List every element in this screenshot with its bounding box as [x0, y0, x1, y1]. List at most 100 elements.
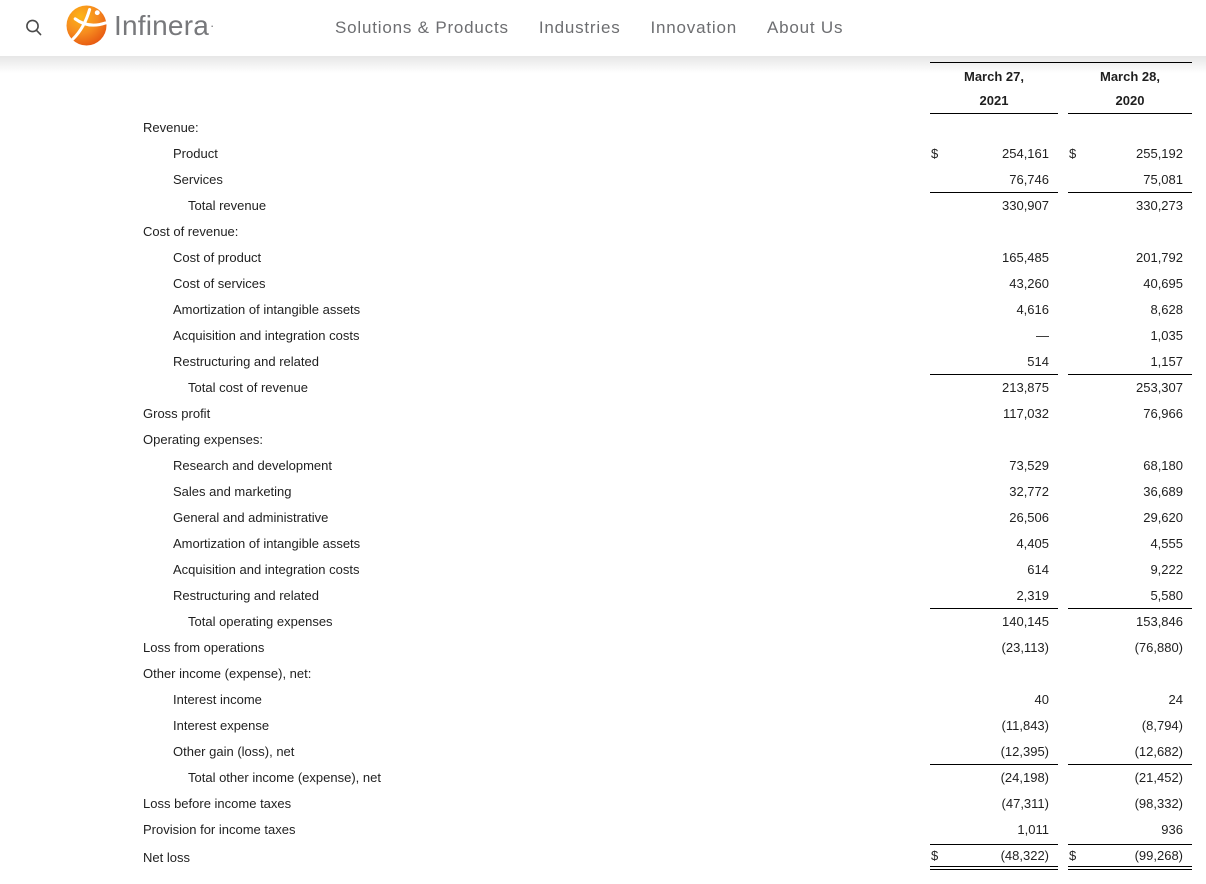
value-2021: 330,907 [1002, 198, 1049, 213]
value-cell-2020 [1068, 660, 1192, 686]
value-2021: 614 [1027, 561, 1049, 577]
value-2021: 514 [1027, 353, 1049, 369]
value-2021: (12,395) [1000, 743, 1049, 759]
infinera-logo[interactable]: Infinera · [66, 5, 214, 46]
row-label: Loss before income taxes [143, 795, 292, 811]
row-label: Total operating expenses [188, 613, 333, 629]
value-cell-2021: 73,529 [930, 452, 1058, 478]
value-cell-2021: 40 [930, 686, 1058, 712]
table-row: Sales and marketing 32,772 36,689 [0, 478, 1192, 504]
row-label: General and administrative [173, 509, 329, 525]
row-label: Operating expenses: [143, 431, 263, 447]
value-cell-2021: 4,616 [930, 296, 1058, 322]
row-label: Other gain (loss), net [173, 743, 295, 759]
site-header: Infinera · Solutions & Products Industrie… [0, 0, 1206, 56]
table-row: Other gain (loss), net (12,395) (12,682) [0, 738, 1192, 764]
value-2020: (76,880) [1134, 639, 1183, 655]
table-row: Loss before income taxes (47,311) (98,332) [0, 790, 1192, 816]
value-2020: (8,794) [1141, 717, 1183, 733]
row-label: Acquisition and integration costs [173, 327, 360, 343]
table-row: Total other income (expense), net (24,198… [0, 764, 1192, 790]
table-row: Research and development 73,529 68,180 [0, 452, 1192, 478]
row-label: Acquisition and integration costs [173, 561, 360, 577]
table-row: Total operating expenses 140,145 153,846 [0, 608, 1192, 634]
value-cell-2020: 330,273 [1068, 192, 1192, 218]
table-row: Acquisition and integration costs — 1,035 [0, 322, 1192, 348]
row-label: Gross profit [143, 405, 211, 421]
value-cell-2020: (12,682) [1068, 738, 1192, 764]
value-cell-2020: 40,695 [1068, 270, 1192, 296]
value-cell-2021: $254,161 [930, 140, 1058, 166]
row-label: Restructuring and related [173, 587, 319, 603]
value-cell-2021: 76,746 [930, 166, 1058, 192]
column-header-2020: March 28, 2020 [1068, 65, 1192, 114]
value-cell-2021 [930, 426, 1058, 452]
value-cell-2021: 1,011 [930, 816, 1058, 842]
search-icon [26, 19, 42, 36]
nav-item-solutions-products[interactable]: Solutions & Products [335, 18, 509, 37]
column-date-line1: March 28, [1100, 69, 1160, 84]
column-header-2021: March 27, 2021 [930, 65, 1058, 114]
row-label: Interest income [173, 691, 262, 707]
row-label: Amortization of intangible assets [173, 301, 361, 317]
value-2020: 201,792 [1136, 249, 1183, 265]
currency-symbol: $ [1069, 145, 1077, 161]
value-2020: 40,695 [1143, 275, 1183, 291]
row-label: Total revenue [188, 197, 267, 213]
infinera-logo-icon [66, 5, 107, 46]
row-label: Research and development [173, 457, 332, 473]
value-2020: 8,628 [1150, 301, 1183, 317]
row-label: Cost of revenue: [143, 223, 239, 239]
value-cell-2020: 9,222 [1068, 556, 1192, 582]
value-2020: 153,846 [1136, 614, 1183, 629]
table-row: Interest income 40 24 [0, 686, 1192, 712]
value-2020: 68,180 [1143, 457, 1183, 473]
table-row: Restructuring and related 514 1,157 [0, 348, 1192, 374]
nav-item-innovation[interactable]: Innovation [650, 18, 737, 37]
value-2021: 165,485 [1002, 249, 1049, 265]
value-2021: 140,145 [1002, 614, 1049, 629]
value-2021: 117,032 [1002, 405, 1049, 421]
table-row: Provision for income taxes 1,011 936 [0, 816, 1192, 842]
table-row: Net loss $ (48,322) $ (99,268) [0, 844, 1192, 870]
value-cell-2020: (98,332) [1068, 790, 1192, 816]
row-label: Cost of services [173, 275, 266, 291]
value-cell-2021: 4,405 [930, 530, 1058, 556]
value-cell-2020: (76,880) [1068, 634, 1192, 660]
value-2021: 4,405 [1016, 535, 1049, 551]
column-date-line1: March 27, [964, 69, 1024, 84]
table-row: Cost of services 43,260 40,695 [0, 270, 1192, 296]
nav-item-about-us[interactable]: About Us [766, 18, 844, 37]
value-2020: 253,307 [1136, 380, 1183, 395]
value-2020: (99,268) [1134, 848, 1183, 863]
value-cell-2021: 213,875 [930, 374, 1058, 400]
table-row: Total cost of revenue 213,875 253,307 [0, 374, 1192, 400]
value-2020: 24 [1168, 691, 1183, 707]
value-cell-2020: 153,846 [1068, 608, 1192, 634]
value-2021: — [1036, 327, 1049, 343]
value-cell-2020: (21,452) [1068, 764, 1192, 790]
value-2020: 76,966 [1143, 405, 1183, 421]
logo-trademark-dot: · [210, 18, 215, 33]
value-cell-2020: 8,628 [1068, 296, 1192, 322]
table-row: Gross profit 117,032 76,966 [0, 400, 1192, 426]
value-cell-2021: — [930, 322, 1058, 348]
row-label: Interest expense [173, 717, 270, 733]
value-2021: 1,011 [1017, 821, 1049, 837]
table-row: Acquisition and integration costs 614 9,22… [0, 556, 1192, 582]
table-row: Restructuring and related 2,319 5,580 [0, 582, 1192, 608]
value-cell-2021: (47,311) [930, 790, 1058, 816]
value-cell-2020: 75,081 [1068, 166, 1192, 192]
value-cell-2021: (23,113) [930, 634, 1058, 660]
value-cell-2020: (8,794) [1068, 712, 1192, 738]
value-2020: 330,273 [1136, 198, 1183, 213]
value-cell-2021 [930, 660, 1058, 686]
value-cell-2021: 117,032 [930, 400, 1058, 426]
search-button[interactable] [20, 14, 48, 42]
table-row: Cost of revenue: [0, 218, 1192, 244]
table-body: Revenue: Product $254,161 $255,192 Services 7… [0, 114, 1192, 870]
value-cell-2021: 330,907 [930, 192, 1058, 218]
nav-item-industries[interactable]: Industries [538, 18, 621, 37]
currency-symbol: $ [931, 848, 939, 863]
row-label: Amortization of intangible assets [173, 535, 361, 551]
